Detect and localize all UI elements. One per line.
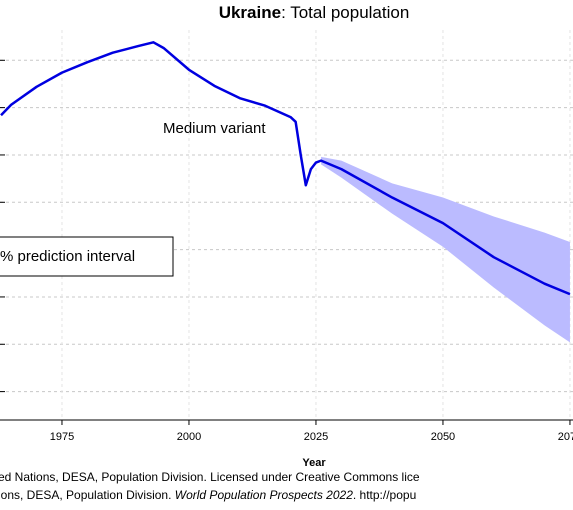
x-tick-label: 2025 (304, 431, 328, 443)
x-tick-label: 2075 (558, 431, 573, 443)
x-axis-label: Year (302, 457, 326, 469)
x-tick-label: 2000 (177, 431, 201, 443)
chart-title: Ukraine: Total population (219, 3, 410, 22)
footer-text: ions, DESA, Population Division. (0, 488, 175, 502)
footer-line: ions, DESA, Population Division. World P… (0, 488, 416, 502)
footer-text: . http://popu (353, 488, 416, 502)
legend-label: % prediction interval (0, 248, 135, 265)
title-text: : Total population (281, 3, 409, 22)
series-line (0, 41, 571, 296)
x-tick-label: 2050 (431, 431, 455, 443)
x-tick-label: 1975 (50, 431, 74, 443)
annotation: Medium variant (163, 120, 266, 137)
prediction-band (321, 156, 570, 343)
title-country: Ukraine (219, 3, 281, 22)
footer-italic: World Population Prospects 2022 (175, 488, 353, 502)
legend-box (0, 236, 174, 277)
footer-line: ed Nations, DESA, Population Division. L… (0, 470, 420, 484)
